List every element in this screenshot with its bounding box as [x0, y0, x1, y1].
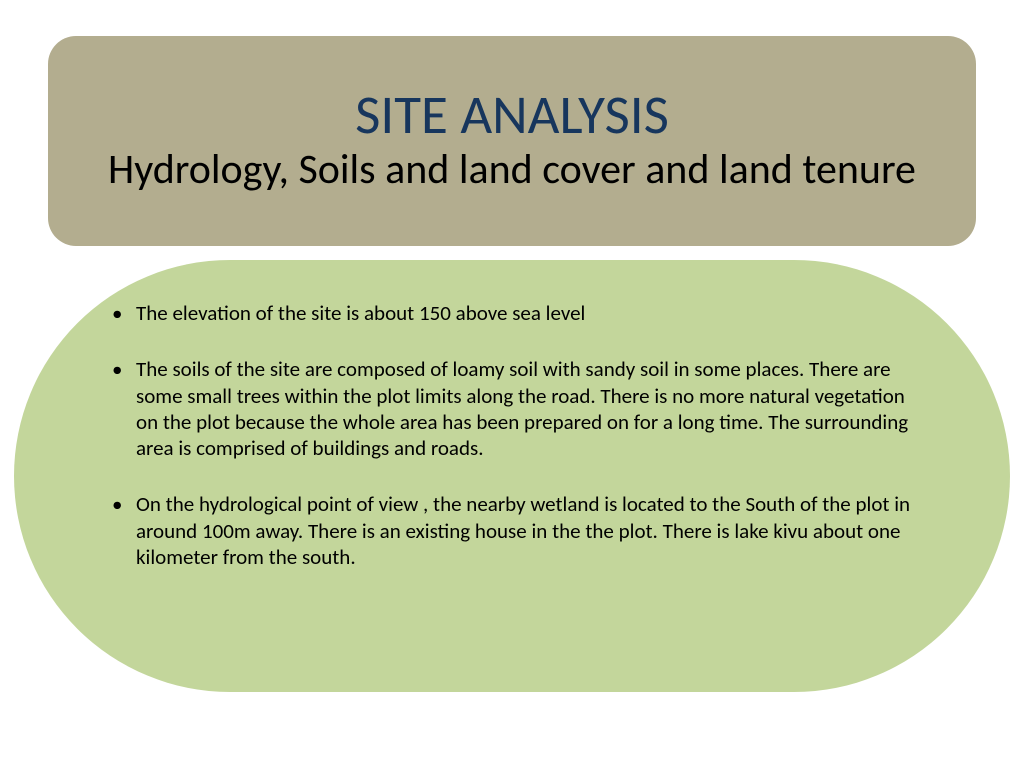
- list-item: The soils of the site are composed of lo…: [104, 356, 920, 461]
- content-panel: The elevation of the site is about 150 a…: [14, 260, 1010, 692]
- slide-subtitle: Hydrology, Soils and land cover and land…: [108, 146, 916, 194]
- header-panel: SITE ANALYSIS Hydrology, Soils and land …: [48, 36, 976, 246]
- list-item: On the hydrological point of view , the …: [104, 491, 920, 570]
- bullet-list: The elevation of the site is about 150 a…: [104, 300, 920, 570]
- list-item: The elevation of the site is about 150 a…: [104, 300, 920, 326]
- slide-title: SITE ANALYSIS: [355, 87, 669, 142]
